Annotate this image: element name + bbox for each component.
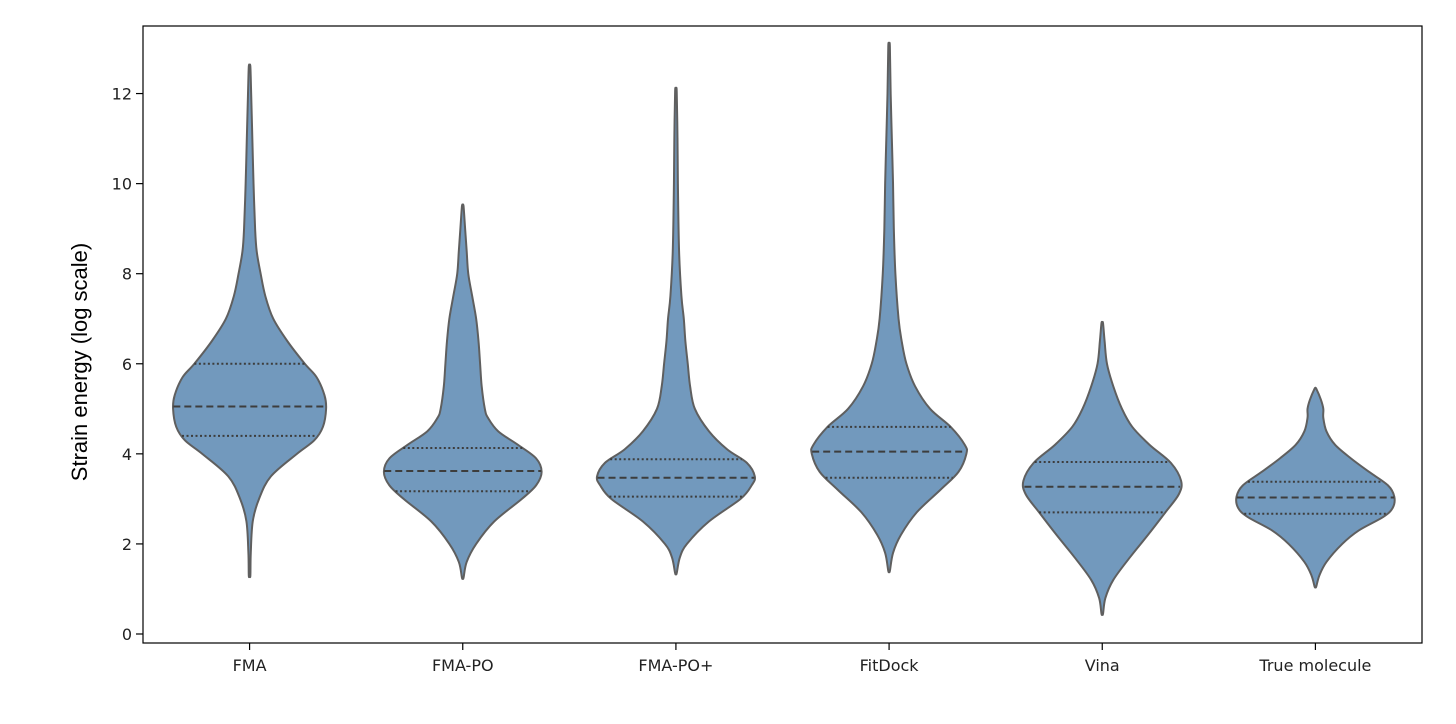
y-axis-title: Strain energy (log scale) xyxy=(67,243,92,481)
x-tick-label: Vina xyxy=(1085,656,1120,675)
x-tick-label: FitDock xyxy=(860,656,920,675)
violin-fma-po xyxy=(382,203,543,580)
y-axis: 0 2 4 6 8 10 12 xyxy=(112,85,143,644)
plot-frame xyxy=(142,25,1423,644)
violin-body xyxy=(1235,386,1396,589)
y-tick-label: 8 xyxy=(122,265,132,284)
violin-fma xyxy=(171,63,328,579)
violin-body xyxy=(810,41,969,574)
y-tick-label: 10 xyxy=(112,175,132,194)
violin-fma-po- xyxy=(595,86,756,576)
x-axis: FMA FMA-PO FMA-PO+ FitDock Vina True molecule xyxy=(233,643,1371,675)
y-tick-label: 12 xyxy=(112,85,132,104)
y-tick-label: 0 xyxy=(122,625,132,644)
y-tick-label: 4 xyxy=(122,445,132,464)
violin-fitdock xyxy=(810,41,969,574)
violin-body xyxy=(1021,320,1183,616)
x-tick-label: FMA-PO+ xyxy=(638,656,713,675)
violin-true-molecule xyxy=(1235,386,1396,589)
violin-body xyxy=(382,203,543,580)
violins-layer xyxy=(171,41,1396,616)
y-tick-label: 6 xyxy=(122,355,132,374)
x-tick-label: True molecule xyxy=(1258,656,1371,675)
y-tick-label: 2 xyxy=(122,535,132,554)
violin-body xyxy=(595,86,756,576)
x-tick-label: FMA-PO xyxy=(432,656,494,675)
x-tick-label: FMA xyxy=(233,656,267,675)
violin-vina xyxy=(1021,320,1183,616)
violin-body xyxy=(171,63,328,579)
